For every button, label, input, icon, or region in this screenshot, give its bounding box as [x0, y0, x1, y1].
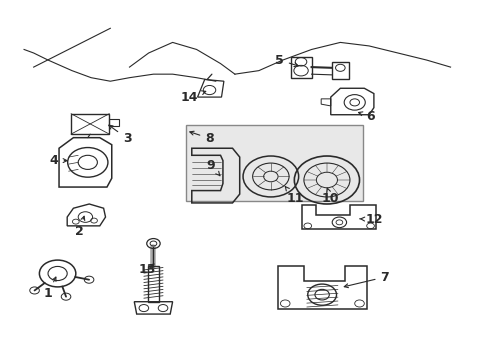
Bar: [331, 62, 348, 80]
Bar: [109, 118, 119, 126]
Text: 10: 10: [322, 188, 339, 205]
Bar: [290, 57, 311, 78]
Text: 5: 5: [275, 54, 298, 67]
Text: 3: 3: [108, 125, 131, 145]
Text: 2: 2: [75, 216, 84, 238]
Bar: [185, 125, 363, 201]
Text: 7: 7: [344, 270, 388, 288]
Bar: [71, 114, 109, 134]
Bar: [147, 266, 159, 302]
Text: 8: 8: [189, 131, 213, 145]
Text: 9: 9: [206, 159, 220, 176]
Text: 6: 6: [358, 110, 374, 123]
Text: 13: 13: [139, 264, 156, 276]
Text: 12: 12: [359, 213, 382, 226]
Text: 4: 4: [50, 154, 67, 167]
Text: 14: 14: [180, 91, 205, 104]
Text: 1: 1: [43, 277, 56, 300]
Text: 11: 11: [285, 186, 303, 205]
